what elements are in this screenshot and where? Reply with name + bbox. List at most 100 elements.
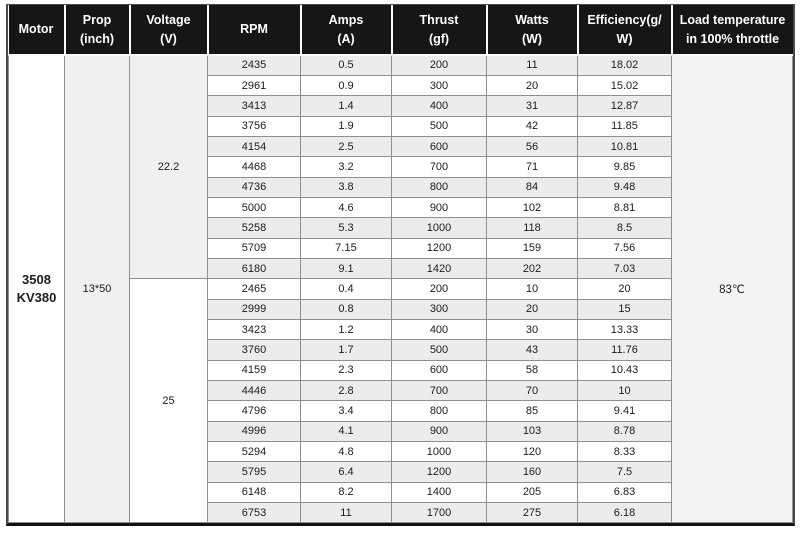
column-header: Load temperature in 100% throttle — [671, 5, 793, 56]
cell-watts: 160 — [486, 461, 578, 483]
table-row: 6753 11 1700 275 6.18 — [9, 502, 793, 524]
cell-watts: 202 — [486, 257, 578, 280]
cell-amps: 2.3 — [300, 359, 392, 382]
cell-amps: 4.8 — [300, 441, 392, 463]
cell-efficiency: 9.48 — [577, 176, 672, 198]
cell-efficiency: 8.81 — [577, 196, 672, 219]
cell-thrust: 1400 — [391, 481, 487, 504]
table-body: 3508 KV380 13*50 22.2 2435 0.5 200 11 18.02 83℃ 2… — [8, 54, 793, 524]
cell-efficiency: 10.81 — [577, 135, 672, 158]
cell-amps: 1.9 — [300, 115, 392, 137]
cell-thrust: 800 — [391, 400, 487, 422]
cell-amps: 3.2 — [300, 156, 392, 178]
column-header: Efficiency(g/ W) — [577, 5, 673, 56]
cell-watts: 10 — [486, 278, 578, 300]
cell-efficiency: 8.5 — [577, 217, 672, 239]
cell-watts: 70 — [486, 379, 578, 402]
table-row: 2961 0.9 300 20 15.02 — [9, 74, 793, 97]
cell-watts: 118 — [486, 217, 578, 239]
cell-amps: 0.4 — [300, 278, 392, 300]
table-row: 4468 3.2 700 71 9.85 — [9, 156, 793, 178]
cell-amps: 5.3 — [300, 217, 392, 239]
cell-rpm: 4446 — [207, 379, 301, 402]
cell-thrust: 300 — [391, 74, 487, 97]
cell-thrust: 700 — [391, 379, 487, 402]
cell-efficiency: 11.76 — [577, 339, 672, 361]
cell-efficiency: 7.03 — [577, 257, 672, 280]
cell-rpm: 4468 — [207, 156, 301, 178]
cell-efficiency: 12.87 — [577, 95, 672, 117]
table-row: 5258 5.3 1000 118 8.5 — [9, 217, 793, 239]
voltage-cell: 22.2 — [129, 54, 208, 280]
table-row: 4154 2.5 600 56 10.81 — [9, 135, 793, 158]
header-row: Motor Prop (inch) Voltage (V) RPM Amps (A) Th… — [8, 5, 793, 56]
cell-watts: 102 — [486, 196, 578, 219]
cell-rpm: 4736 — [207, 176, 301, 198]
cell-efficiency: 13.33 — [577, 318, 672, 341]
cell-efficiency: 10 — [577, 379, 672, 402]
cell-amps: 0.5 — [300, 54, 392, 76]
table-row: 4736 3.8 800 84 9.48 — [9, 176, 793, 198]
cell-amps: 3.4 — [300, 400, 392, 422]
table-row: 5294 4.8 1000 120 8.33 — [9, 441, 793, 463]
cell-rpm: 4796 — [207, 400, 301, 422]
spec-table: Motor Prop (inch) Voltage (V) RPM Amps (A) Th… — [8, 5, 793, 524]
cell-amps: 2.8 — [300, 379, 392, 402]
table-row: 5000 4.6 900 102 8.81 — [9, 196, 793, 219]
table-row: 3508 KV380 13*50 22.2 2435 0.5 200 11 18.02 83℃ — [8, 54, 793, 524]
cell-thrust: 1420 — [391, 257, 487, 280]
cell-thrust: 500 — [391, 115, 487, 137]
cell-thrust: 1700 — [391, 502, 487, 524]
table-row: 3760 1.7 500 43 11.76 — [9, 339, 793, 361]
cell-rpm: 2961 — [207, 74, 301, 97]
table-row: 6148 8.2 1400 205 6.83 — [9, 481, 793, 504]
cell-amps: 11 — [300, 502, 392, 524]
cell-watts: 205 — [486, 481, 578, 504]
cell-efficiency: 6.18 — [577, 502, 672, 524]
voltage-cell: 25 — [129, 278, 208, 524]
cell-rpm: 5294 — [207, 441, 301, 463]
cell-watts: 84 — [486, 176, 578, 198]
cell-watts: 43 — [486, 339, 578, 361]
cell-watts: 56 — [486, 135, 578, 158]
cell-efficiency: 15 — [577, 298, 672, 320]
cell-thrust: 900 — [391, 420, 487, 443]
cell-amps: 4.6 — [300, 196, 392, 219]
cell-thrust: 700 — [391, 156, 487, 178]
cell-thrust: 600 — [391, 135, 487, 158]
cell-rpm: 6180 — [207, 257, 301, 280]
cell-efficiency: 8.33 — [577, 441, 672, 463]
cell-efficiency: 20 — [577, 278, 672, 300]
cell-thrust: 600 — [391, 359, 487, 382]
cell-efficiency: 7.5 — [577, 461, 672, 483]
column-header: Prop (inch) — [64, 5, 131, 56]
table-row: 4446 2.8 700 70 10 — [9, 379, 793, 402]
cell-efficiency: 10.43 — [577, 359, 672, 382]
cell-thrust: 500 — [391, 339, 487, 361]
cell-thrust: 800 — [391, 176, 487, 198]
cell-efficiency: 7.56 — [577, 237, 672, 259]
cell-watts: 159 — [486, 237, 578, 259]
table-row: 2999 0.8 300 20 15 — [9, 298, 793, 320]
cell-efficiency: 8.78 — [577, 420, 672, 443]
cell-amps: 6.4 — [300, 461, 392, 483]
column-header: RPM — [207, 5, 302, 56]
cell-thrust: 1000 — [391, 441, 487, 463]
cell-thrust: 200 — [391, 278, 487, 300]
cell-rpm: 2999 — [207, 298, 301, 320]
cell-amps: 1.4 — [300, 95, 392, 117]
cell-rpm: 4154 — [207, 135, 301, 158]
cell-rpm: 5000 — [207, 196, 301, 219]
motor-cell: 3508 KV380 — [8, 54, 65, 524]
cell-amps: 1.7 — [300, 339, 392, 361]
cell-watts: 71 — [486, 156, 578, 178]
cell-thrust: 400 — [391, 318, 487, 341]
cell-thrust: 300 — [391, 298, 487, 320]
cell-watts: 103 — [486, 420, 578, 443]
cell-watts: 85 — [486, 400, 578, 422]
table-row: 3756 1.9 500 42 11.85 — [9, 115, 793, 137]
table-row: 25 2465 0.4 200 10 20 — [9, 278, 793, 524]
column-header: Voltage (V) — [129, 5, 209, 56]
cell-amps: 8.2 — [300, 481, 392, 504]
table-row: 4796 3.4 800 85 9.41 — [9, 400, 793, 422]
